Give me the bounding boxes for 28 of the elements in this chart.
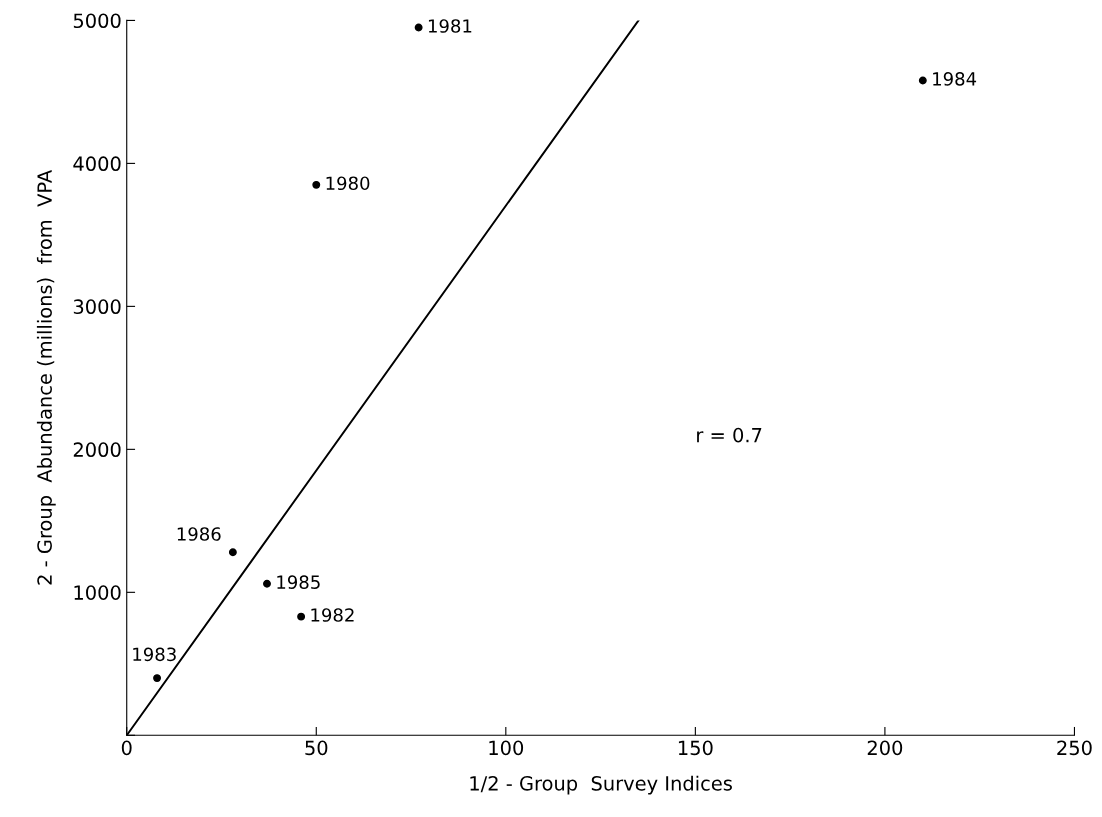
point — [297, 612, 306, 621]
point — [918, 76, 927, 85]
point — [312, 180, 321, 189]
x-axis-title: 1/2 - Group Survey Indices — [470, 775, 732, 795]
y-tick-label: 3000 — [73, 299, 121, 315]
y-tick-label: 1000 — [74, 585, 121, 600]
x-tick-label: 250 — [1057, 740, 1092, 756]
point — [414, 23, 423, 32]
annotation: r = 0.7 — [697, 427, 762, 443]
annotation: 1984 — [933, 72, 977, 86]
annotation: 1982 — [311, 608, 354, 622]
x-tick-label: 150 — [678, 740, 713, 756]
y-tick-label: 2000 — [73, 442, 121, 458]
y-tick-label: 5000 — [73, 13, 121, 29]
point — [263, 579, 271, 588]
annotation: 1983 — [133, 647, 176, 662]
annotation: 1981 — [428, 19, 472, 33]
annotation: 1986 — [177, 527, 221, 541]
x-tick-label: 0 — [121, 740, 132, 756]
x-tick-label: 50 — [305, 740, 328, 756]
y-tick-label: 4000 — [73, 156, 121, 172]
point — [228, 548, 237, 557]
x-tick-label: 200 — [867, 740, 903, 756]
x-tick-label: 100 — [489, 740, 524, 756]
annotation: 1985 — [277, 575, 320, 589]
y-axis-title: 2 - Group Abundance (millions) from VPA — [36, 169, 56, 585]
annotation: 1980 — [326, 176, 370, 191]
point — [153, 674, 162, 683]
